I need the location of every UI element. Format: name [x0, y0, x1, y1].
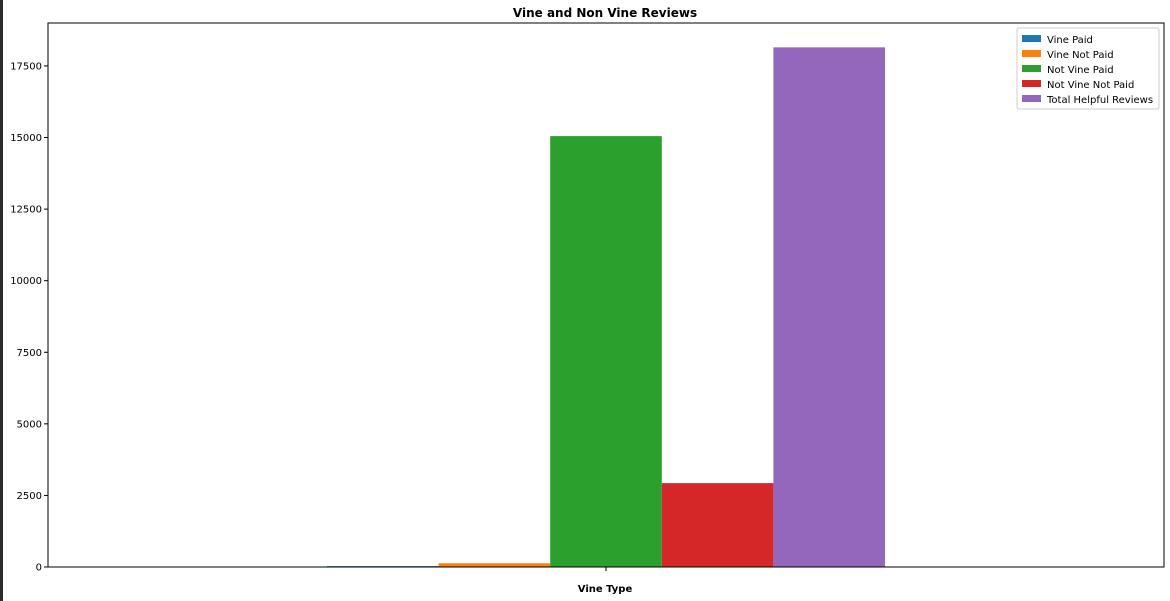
window-left-edge [0, 0, 3, 601]
chart-title: Vine and Non Vine Reviews [513, 6, 697, 20]
y-tick-label: 0 [36, 563, 42, 574]
y-tick-label: 2500 [17, 491, 42, 502]
y-tick-label: 12500 [10, 205, 42, 216]
y-tick-label: 17500 [10, 61, 42, 72]
bars [327, 47, 885, 568]
legend-label: Total Helpful Reviews [1046, 95, 1153, 106]
y-axis: 0 2500 5000 7500 10000 12500 15000 17500 [10, 61, 48, 574]
legend-label: Not Vine Not Paid [1047, 80, 1134, 91]
x-axis-label: Vine Type [578, 584, 633, 595]
y-tick-label: 7500 [17, 348, 42, 359]
bar-vine-not-paid [438, 563, 551, 567]
legend: Vine Paid Vine Not Paid Not Vine Paid Not V… [1016, 27, 1160, 110]
y-tick-label: 5000 [17, 419, 42, 430]
legend-swatch [1022, 80, 1041, 87]
legend-label: Vine Not Paid [1047, 50, 1114, 61]
legend-swatch [1022, 50, 1041, 57]
bar-not-vine-not-paid [661, 483, 774, 567]
legend-label: Not Vine Paid [1047, 65, 1114, 76]
legend-label: Vine Paid [1047, 35, 1093, 46]
y-tick-label: 15000 [10, 133, 42, 144]
legend-box [1016, 27, 1160, 110]
bar-not-vine-paid [550, 136, 662, 568]
bar-total-helpful-reviews [773, 47, 885, 567]
legend-swatch [1022, 65, 1041, 72]
y-tick-label: 10000 [10, 276, 42, 287]
legend-swatch [1022, 35, 1041, 42]
legend-swatch [1022, 95, 1041, 102]
